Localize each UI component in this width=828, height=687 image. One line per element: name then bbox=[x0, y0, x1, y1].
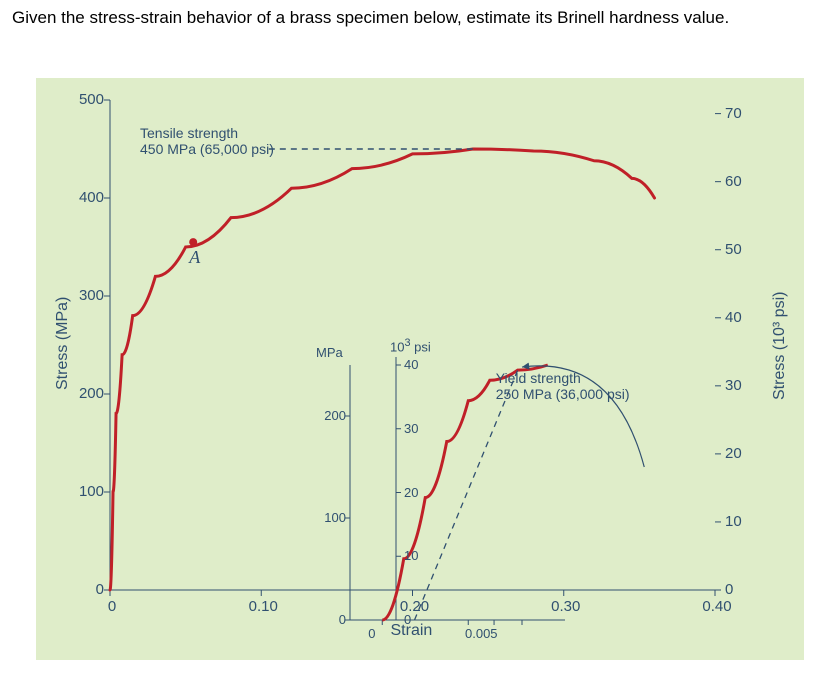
yield-strength-line2: 250 MPa (36,000 psi) bbox=[496, 386, 630, 403]
yield-strength-annotation: Yield strength 250 MPa (36,000 psi) bbox=[496, 370, 630, 404]
inset-left-tick: 100 bbox=[316, 510, 346, 525]
x-axis-label: Strain bbox=[391, 622, 433, 640]
bottom-tick-label: 0.20 bbox=[395, 598, 435, 615]
inset-bottom-tick: 0.005 bbox=[465, 626, 498, 641]
right-tick-label: 0 bbox=[725, 581, 733, 598]
point-a-label: A bbox=[189, 247, 200, 269]
inset-left-tick: 200 bbox=[316, 408, 346, 423]
right-tick-label: 50 bbox=[725, 241, 742, 258]
inset-left-unit: MPa bbox=[316, 345, 343, 360]
inset-right-tick: 30 bbox=[404, 421, 418, 436]
tensile-strength-annotation: Tensile strength 450 MPa (65,000 psi) bbox=[140, 125, 274, 159]
right-tick-label: 40 bbox=[725, 309, 742, 326]
inset-right-tick: 40 bbox=[404, 357, 418, 372]
right-tick-label: 70 bbox=[725, 105, 742, 122]
right-tick-label: 10 bbox=[725, 513, 742, 530]
left-tick-label: 400 bbox=[68, 189, 104, 206]
left-tick-label: 100 bbox=[68, 483, 104, 500]
bottom-tick-label: 0.30 bbox=[546, 598, 586, 615]
bottom-tick-label: 0 bbox=[92, 598, 132, 615]
right-tick-label: 20 bbox=[725, 445, 742, 462]
tensile-strength-line2: 450 MPa (65,000 psi) bbox=[140, 141, 274, 158]
inset-right-tick: 10 bbox=[404, 548, 418, 563]
inset-right-tick: 20 bbox=[404, 485, 418, 500]
bottom-tick-label: 0.40 bbox=[697, 598, 737, 615]
inset-left-tick: 0 bbox=[316, 612, 346, 627]
inset-right-unit: 103 psi bbox=[390, 337, 431, 354]
bottom-tick-label: 0.10 bbox=[243, 598, 283, 615]
left-tick-label: 200 bbox=[68, 385, 104, 402]
left-tick-label: 500 bbox=[68, 91, 104, 108]
y-axis-label-right: Stress (10³ psi) bbox=[771, 292, 789, 400]
y-axis-label-left: Stress (MPa) bbox=[54, 297, 72, 390]
inset-right-tick: 0 bbox=[404, 612, 411, 627]
left-tick-label: 300 bbox=[68, 287, 104, 304]
right-tick-label: 60 bbox=[725, 173, 742, 190]
inset-bottom-tick: 0 bbox=[368, 626, 375, 641]
tensile-strength-line1: Tensile strength bbox=[140, 125, 274, 142]
question-text: Given the stress-strain behavior of a br… bbox=[12, 8, 816, 28]
left-tick-label: 0 bbox=[68, 581, 104, 598]
yield-strength-line1: Yield strength bbox=[496, 370, 630, 387]
right-tick-label: 30 bbox=[725, 377, 742, 394]
